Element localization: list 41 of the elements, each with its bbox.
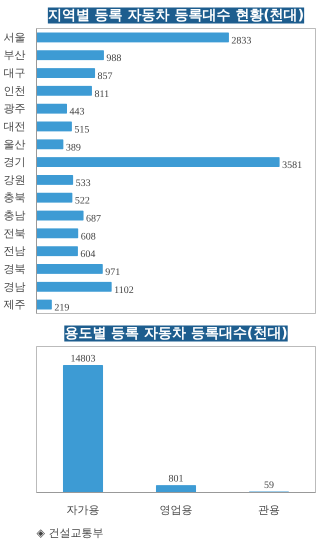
y-tick-label: 전북	[4, 226, 26, 240]
data-label: 857	[98, 71, 113, 82]
data-label: 389	[66, 142, 81, 154]
data-label: 219	[54, 302, 70, 314]
data-label: 604	[80, 249, 96, 260]
y-tick-label: 경남	[4, 280, 26, 294]
data-label: 14803	[70, 354, 96, 365]
data-label: 988	[106, 53, 122, 64]
y-tick-label: 충북	[4, 191, 26, 204]
x-tick-label: 자가용	[66, 504, 100, 516]
data-label: 2833	[231, 35, 252, 46]
y-tick-label: 충남	[4, 209, 26, 222]
y-tick-label: 제주	[4, 298, 26, 312]
data-label: 533	[76, 178, 91, 189]
data-label: 801	[168, 474, 184, 485]
data-label: 608	[80, 231, 96, 242]
y-tick-label: 경기	[4, 156, 26, 169]
data-label: 522	[74, 196, 90, 207]
text: ◈ 건설교통부	[36, 526, 104, 540]
chart-title: 지역별 등록 자동차 등록대수 현황(천대)	[48, 8, 304, 24]
data-label: 59	[264, 480, 274, 491]
y-tick-label: 서울	[4, 30, 26, 44]
data-label: 687	[86, 214, 102, 225]
y-tick-label: 전남	[4, 244, 26, 258]
y-tick-label: 강원	[4, 173, 26, 186]
y-tick-label: 경북	[4, 262, 26, 276]
y-tick-label: 대구	[4, 66, 26, 80]
y-tick-label: 울산	[4, 138, 26, 151]
y-tick-label: 대전	[4, 120, 26, 133]
y-tick-label: 부산	[4, 48, 26, 62]
x-tick-label: 관용	[258, 504, 280, 516]
data-label: 515	[74, 124, 90, 136]
data-label: 1102	[114, 284, 134, 296]
chart-title: 용도별 등록 자동차 등록대수(천대)	[64, 326, 288, 342]
y-tick-label: 광주	[4, 102, 26, 116]
data-label: 3581	[282, 160, 302, 172]
data-label: 443	[70, 106, 85, 118]
data-label: 971	[105, 266, 120, 278]
y-tick-label: 인천	[4, 84, 26, 98]
x-tick-label: 영업용	[160, 504, 192, 516]
data-label: 811	[94, 88, 110, 100]
